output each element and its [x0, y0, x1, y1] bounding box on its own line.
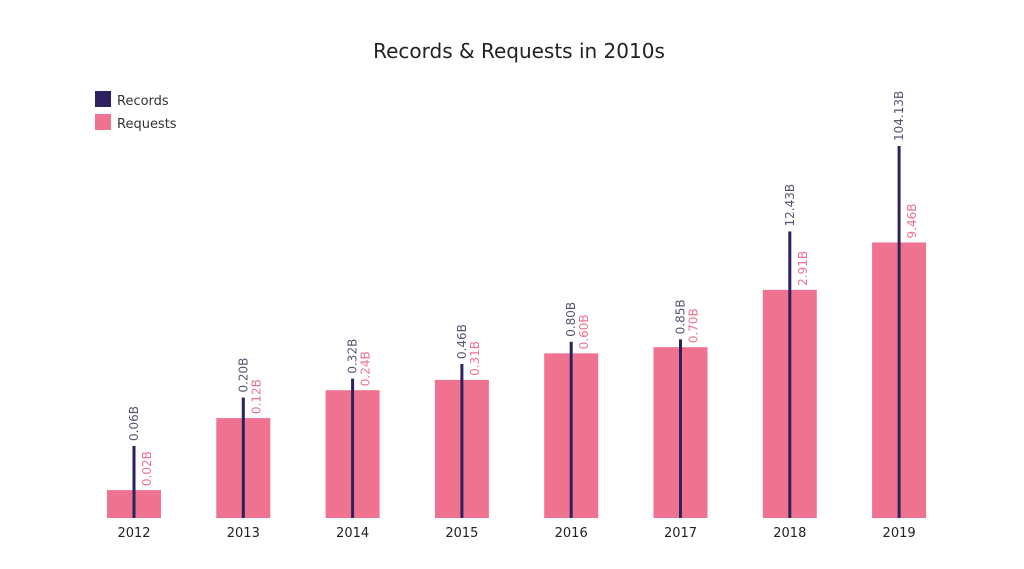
legend-swatch-records	[95, 91, 111, 107]
requests-value-label-2015: 0.31B	[468, 341, 482, 376]
requests-value-label-2013: 0.12B	[249, 379, 263, 414]
legend-swatch-requests	[95, 114, 111, 130]
records-value-label-2015: 0.46B	[455, 324, 469, 359]
requests-value-label-2017: 0.70B	[687, 308, 701, 343]
records-bar-2017	[679, 339, 682, 518]
records-value-label-2017: 0.85B	[674, 299, 688, 334]
records-bars	[132, 146, 901, 518]
records-value-label-2018: 12.43B	[783, 184, 797, 227]
records-bar-2014	[351, 378, 355, 518]
x-tick-label-2015: 2015	[445, 526, 478, 541]
records-bar-2018	[788, 231, 792, 518]
requests-value-label-2019: 9.46B	[905, 203, 919, 238]
legend-label-records: Records	[117, 94, 169, 109]
x-tick-label-2014: 2014	[336, 526, 369, 541]
x-tick-label-2019: 2019	[883, 526, 916, 541]
records-value-label-2016: 0.80B	[564, 302, 578, 337]
records-value-label-2014: 0.32B	[346, 339, 360, 374]
requests-value-label-2014: 0.24B	[359, 351, 373, 386]
x-axis-tick-labels: 2012 2013 2014 2015 2016 2017 2018 2019	[117, 526, 915, 541]
requests-value-label-2012: 0.02B	[140, 451, 154, 486]
requests-value-label-2018: 2.91B	[796, 251, 810, 286]
records-value-label-2012: 0.06B	[127, 406, 141, 441]
x-tick-label-2018: 2018	[773, 526, 806, 541]
x-tick-label-2013: 2013	[227, 526, 260, 541]
records-value-label-2019: 104.13B	[892, 91, 906, 141]
records-value-label-2013: 0.20B	[236, 358, 250, 393]
chart-title: Records & Requests in 2010s	[373, 39, 665, 63]
requests-value-label-2016: 0.60B	[577, 314, 591, 349]
legend-label-requests: Requests	[117, 117, 177, 132]
x-tick-label-2012: 2012	[117, 526, 150, 541]
records-bar-2015	[460, 364, 464, 518]
records-bar-2019	[897, 146, 901, 518]
records-bar-2012	[132, 445, 136, 518]
x-tick-label-2017: 2017	[664, 526, 697, 541]
x-tick-label-2016: 2016	[555, 526, 588, 541]
legend: Records Requests	[95, 91, 177, 132]
records-bar-2016	[569, 341, 573, 518]
records-bar-2013	[241, 397, 245, 518]
